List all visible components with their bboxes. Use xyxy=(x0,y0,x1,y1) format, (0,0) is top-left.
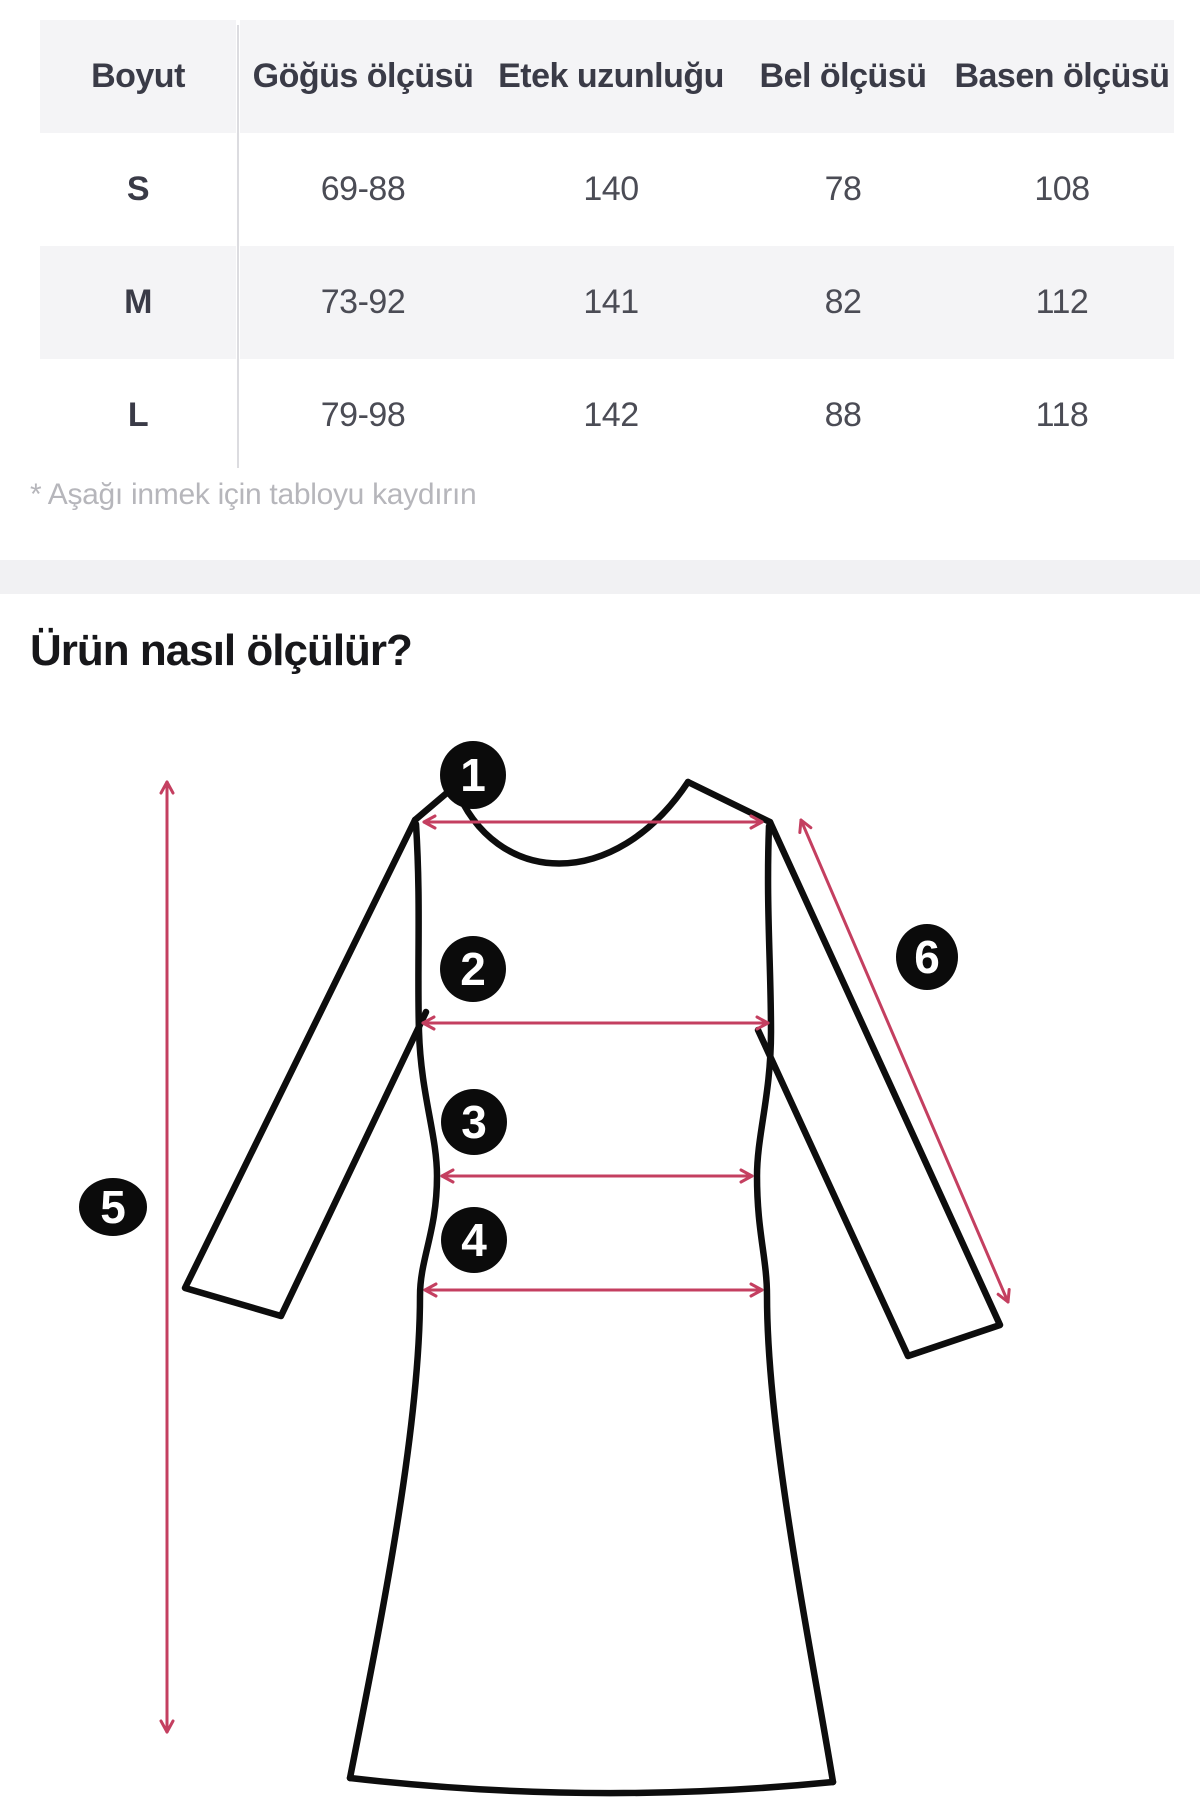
skirt-length-value: 142 xyxy=(583,396,639,434)
hip-value: 112 xyxy=(1035,283,1089,321)
table-row: L 79-98 142 88 118 xyxy=(40,359,1174,472)
measure-badge-5: 5 xyxy=(79,1178,147,1236)
column-header-waist: Bel ölçüsü xyxy=(759,57,927,95)
size-label: L xyxy=(127,396,149,434)
table-header-row: Boyut Göğüs ölçüsü Etek uzunluğu Bel ölç… xyxy=(40,20,1174,133)
size-table[interactable]: Boyut Göğüs ölçüsü Etek uzunluğu Bel ölç… xyxy=(40,20,1174,472)
measure-badge-4: 4 xyxy=(441,1207,507,1273)
waist-value: 78 xyxy=(824,170,862,208)
measure-badge-1: 1 xyxy=(440,741,506,809)
table-scroll-note: * Aşağı inmek için tabloyu kaydırın xyxy=(30,478,477,511)
measure-badge-2: 2 xyxy=(440,936,506,1002)
chest-value: 69-88 xyxy=(320,170,406,208)
size-label: S xyxy=(126,170,150,208)
measurement-arrows xyxy=(159,780,1011,1734)
table-row: M 73-92 141 82 112 xyxy=(40,246,1174,359)
column-header-hip: Basen ölçüsü xyxy=(954,57,1170,95)
column-header-chest: Göğüs ölçüsü xyxy=(252,57,474,95)
skirt-length-value: 141 xyxy=(583,283,639,321)
section-divider xyxy=(0,560,1200,594)
column-header-size: Boyut xyxy=(40,20,236,133)
measure-badge-3: 3 xyxy=(441,1089,507,1155)
how-to-measure-heading: Ürün nasıl ölçülür? xyxy=(30,626,413,675)
chest-value: 73-92 xyxy=(320,283,406,321)
table-column-divider xyxy=(237,25,239,468)
dress-outline xyxy=(181,778,1004,1797)
sleeve-length-arrow xyxy=(798,818,1011,1304)
chest-value: 79-98 xyxy=(320,396,406,434)
column-header-skirt-length: Etek uzunluğu xyxy=(498,57,724,95)
hip-value: 118 xyxy=(1035,396,1089,434)
waist-value: 88 xyxy=(824,396,862,434)
size-label: M xyxy=(40,246,236,359)
measure-badge-6: 6 xyxy=(896,924,958,990)
waist-value: 82 xyxy=(824,283,862,321)
skirt-length-value: 140 xyxy=(583,170,639,208)
hip-value: 108 xyxy=(1034,170,1090,208)
